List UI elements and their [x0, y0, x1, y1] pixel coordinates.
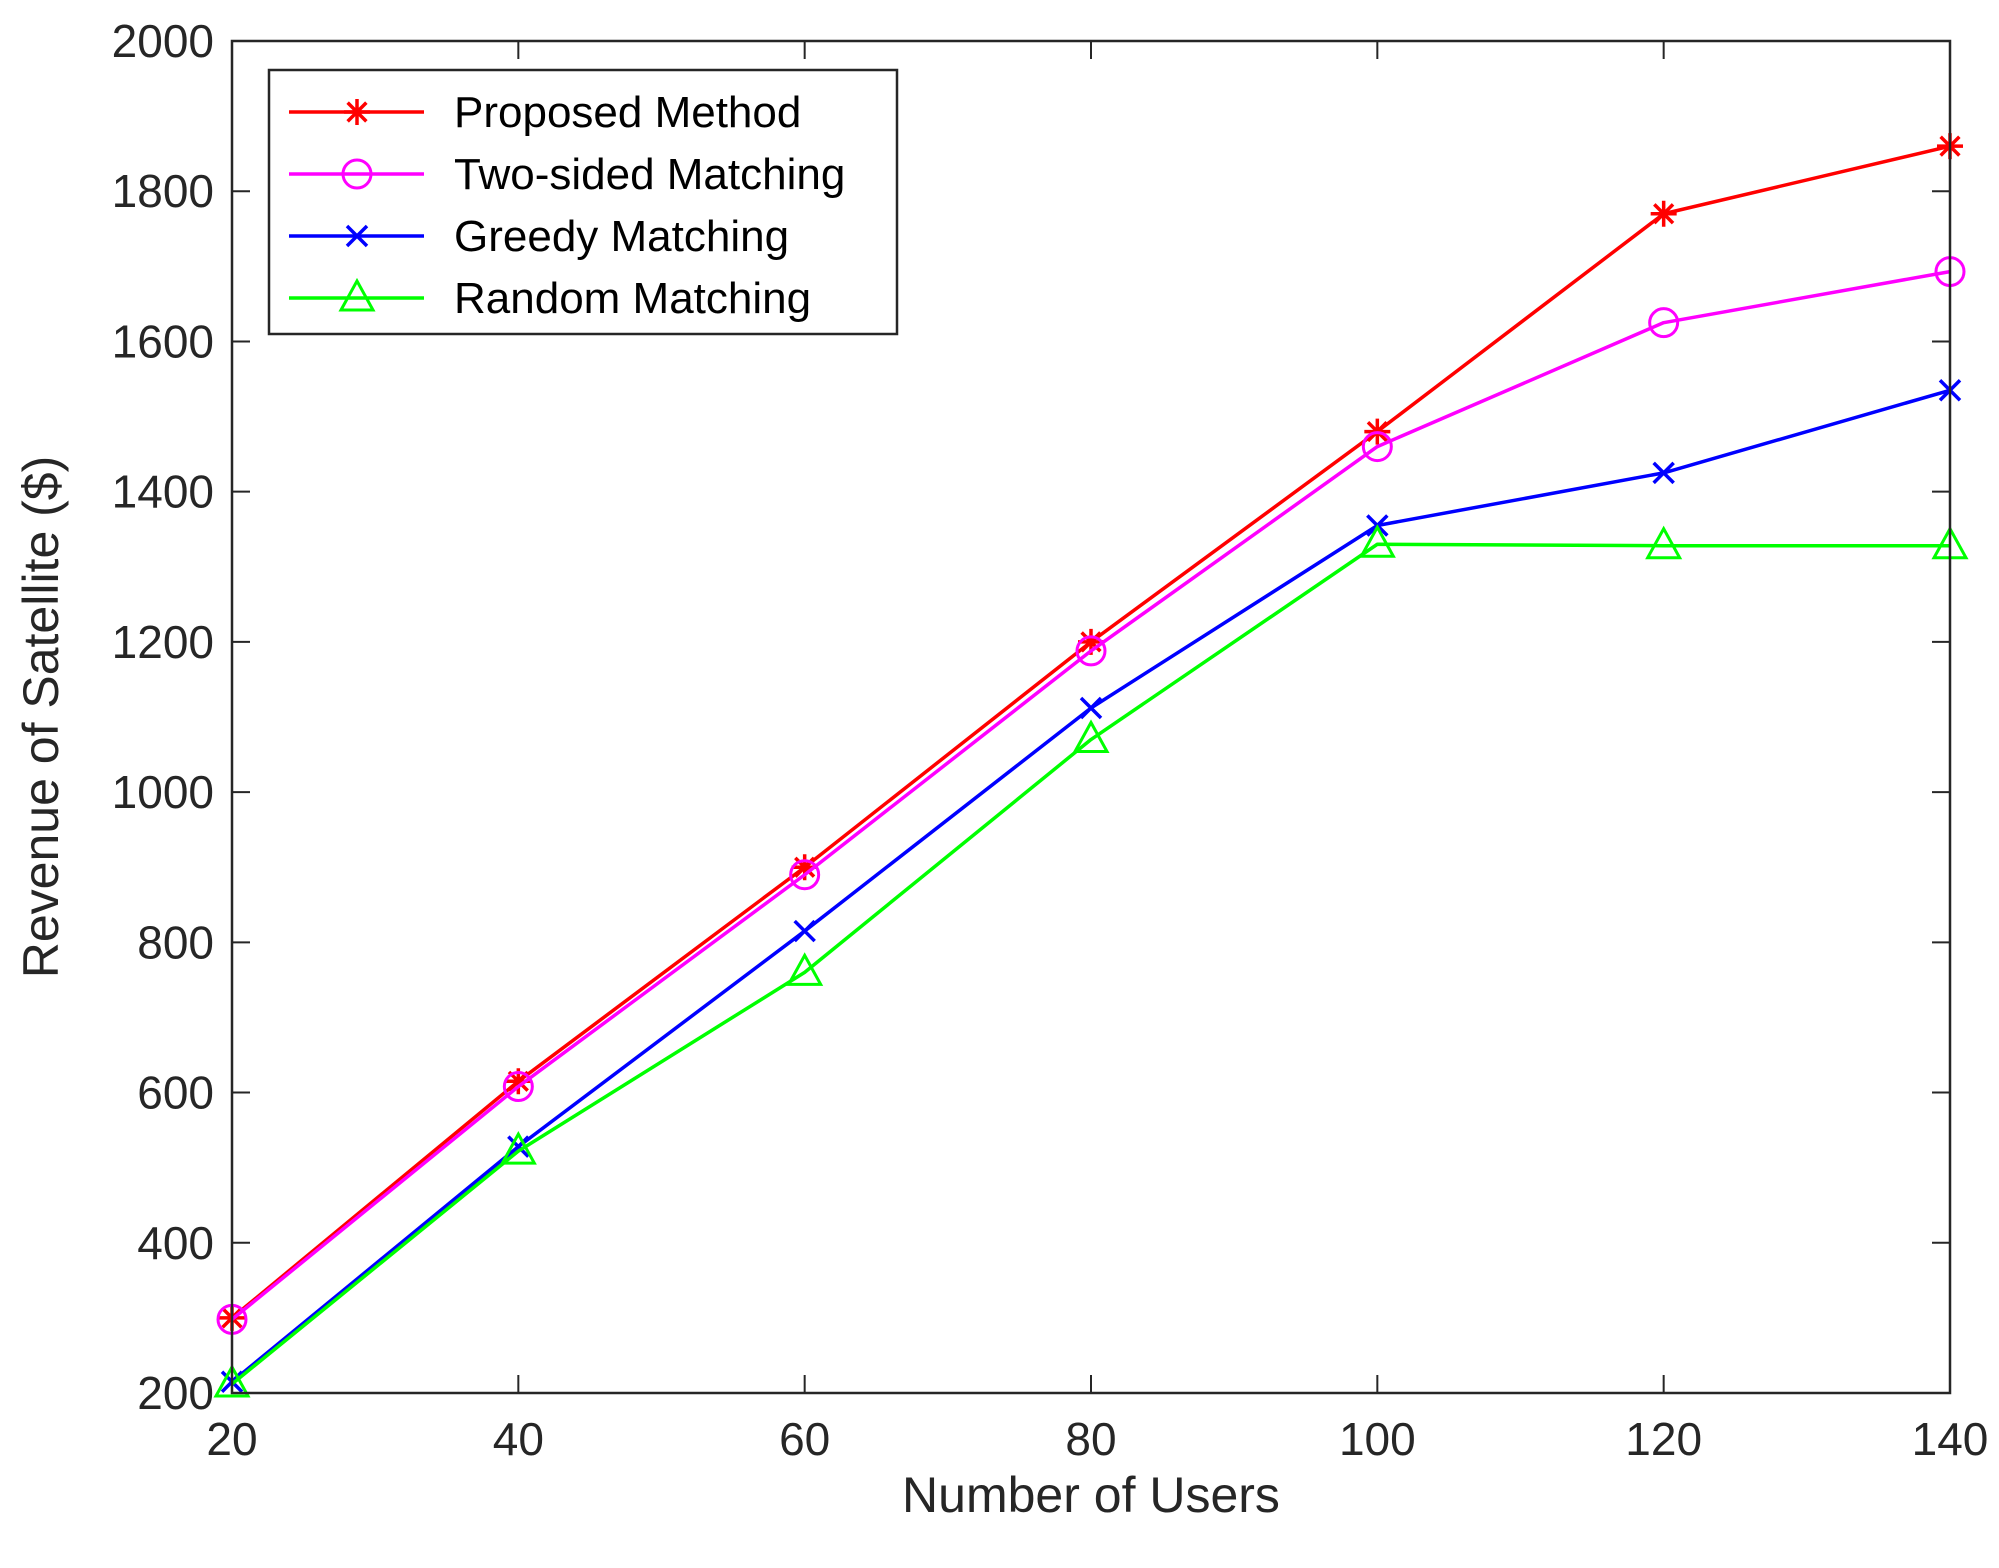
- legend-label: Two-sided Matching: [454, 150, 845, 199]
- legend-marker: [344, 99, 370, 125]
- y-tick-label: 1200: [112, 616, 214, 668]
- legend-marker-shape: [345, 224, 369, 248]
- data-point: [502, 1071, 534, 1103]
- data-point-shape: [1078, 628, 1104, 655]
- data-point: [499, 1131, 537, 1165]
- data-point: [1645, 525, 1683, 560]
- data-point: [213, 1363, 251, 1398]
- legend-label: Random Matching: [454, 274, 811, 323]
- data-point-shape: [507, 1135, 530, 1158]
- x-axis-title: Number of Users: [902, 1467, 1280, 1523]
- data-point-shape: [1650, 200, 1677, 227]
- data-point: [1358, 524, 1396, 558]
- y-axis-title: Revenue of Satellite ($): [13, 456, 69, 979]
- series-3: [213, 524, 1969, 1398]
- data-point-shape: [789, 859, 821, 891]
- legend-item: Random Matching: [289, 274, 811, 323]
- legend-marker-shape: [338, 277, 376, 312]
- series-line: [230, 542, 1950, 1386]
- y-tick-label: 2000: [112, 15, 214, 67]
- y-tick-label: 1600: [112, 315, 214, 367]
- y-tick-label: 1400: [112, 466, 214, 518]
- legend-item: Two-sided Matching: [289, 150, 845, 199]
- y-tick-label: 800: [137, 916, 214, 968]
- legend-marker: [341, 158, 373, 190]
- data-point: [789, 859, 821, 891]
- data-point: [1652, 461, 1675, 485]
- legend: Proposed Method Two-sided Matching Greedy …: [267, 68, 899, 336]
- data-point-shape: [791, 854, 818, 881]
- x-tick-label: 80: [1065, 1413, 1116, 1465]
- data-point-shape: [786, 952, 824, 986]
- series-line: [230, 269, 1951, 1321]
- data-point: [505, 1068, 532, 1095]
- data-point-shape: [1072, 719, 1110, 754]
- legend-marker-shape: [341, 158, 373, 190]
- x-tick-label: 140: [1912, 1413, 1989, 1465]
- data-point-shape: [1652, 461, 1675, 485]
- x-tick-label: 40: [493, 1413, 544, 1465]
- data-point-shape: [1075, 635, 1107, 667]
- data-point: [1079, 696, 1103, 720]
- data-point: [1361, 431, 1393, 463]
- data-point-shape: [502, 1071, 534, 1103]
- x-tick-label: 60: [779, 1413, 830, 1465]
- data-point: [1650, 200, 1677, 227]
- data-point: [507, 1135, 530, 1158]
- y-tick-label: 1000: [112, 766, 214, 818]
- data-point-shape: [213, 1363, 251, 1398]
- data-point: [791, 854, 818, 881]
- legend-label: Proposed Method: [454, 88, 801, 137]
- legend-marker: [345, 224, 369, 248]
- x-tick-label: 20: [206, 1413, 257, 1465]
- x-tick-label: 100: [1339, 1413, 1416, 1465]
- data-point-shape: [1648, 307, 1680, 339]
- legend-label: Greedy Matching: [454, 212, 789, 261]
- legend-marker: [338, 277, 376, 312]
- data-point-shape: [1079, 696, 1103, 720]
- plot-frame: [230, 39, 1952, 1395]
- data-point-shape: [1361, 431, 1393, 463]
- legend-box: [267, 68, 899, 336]
- y-tick-label: 1800: [112, 165, 214, 217]
- data-point: [1075, 635, 1107, 667]
- legend-marker-shape: [344, 99, 370, 125]
- data-point: [1072, 719, 1110, 754]
- data-point: [786, 952, 824, 986]
- data-point-shape: [793, 919, 816, 943]
- data-point: [1648, 307, 1680, 339]
- data-point: [793, 919, 816, 943]
- y-tick-label: 600: [137, 1067, 214, 1119]
- data-point-shape: [1645, 525, 1683, 560]
- x-tick-label: 120: [1625, 1413, 1702, 1465]
- data-point: [1078, 628, 1104, 655]
- data-point-shape: [505, 1068, 532, 1095]
- ticks-layer: 20 40 60 80 100 120 140 200 400 600 800 1000 1200 140…: [112, 15, 1989, 1465]
- legend-item: Proposed Method: [289, 88, 801, 137]
- data-point-shape: [499, 1131, 537, 1165]
- y-tick-label: 200: [137, 1367, 214, 1419]
- y-tick-label: 400: [137, 1217, 214, 1269]
- data-point-shape: [1358, 524, 1396, 558]
- legend-item: Greedy Matching: [289, 212, 789, 261]
